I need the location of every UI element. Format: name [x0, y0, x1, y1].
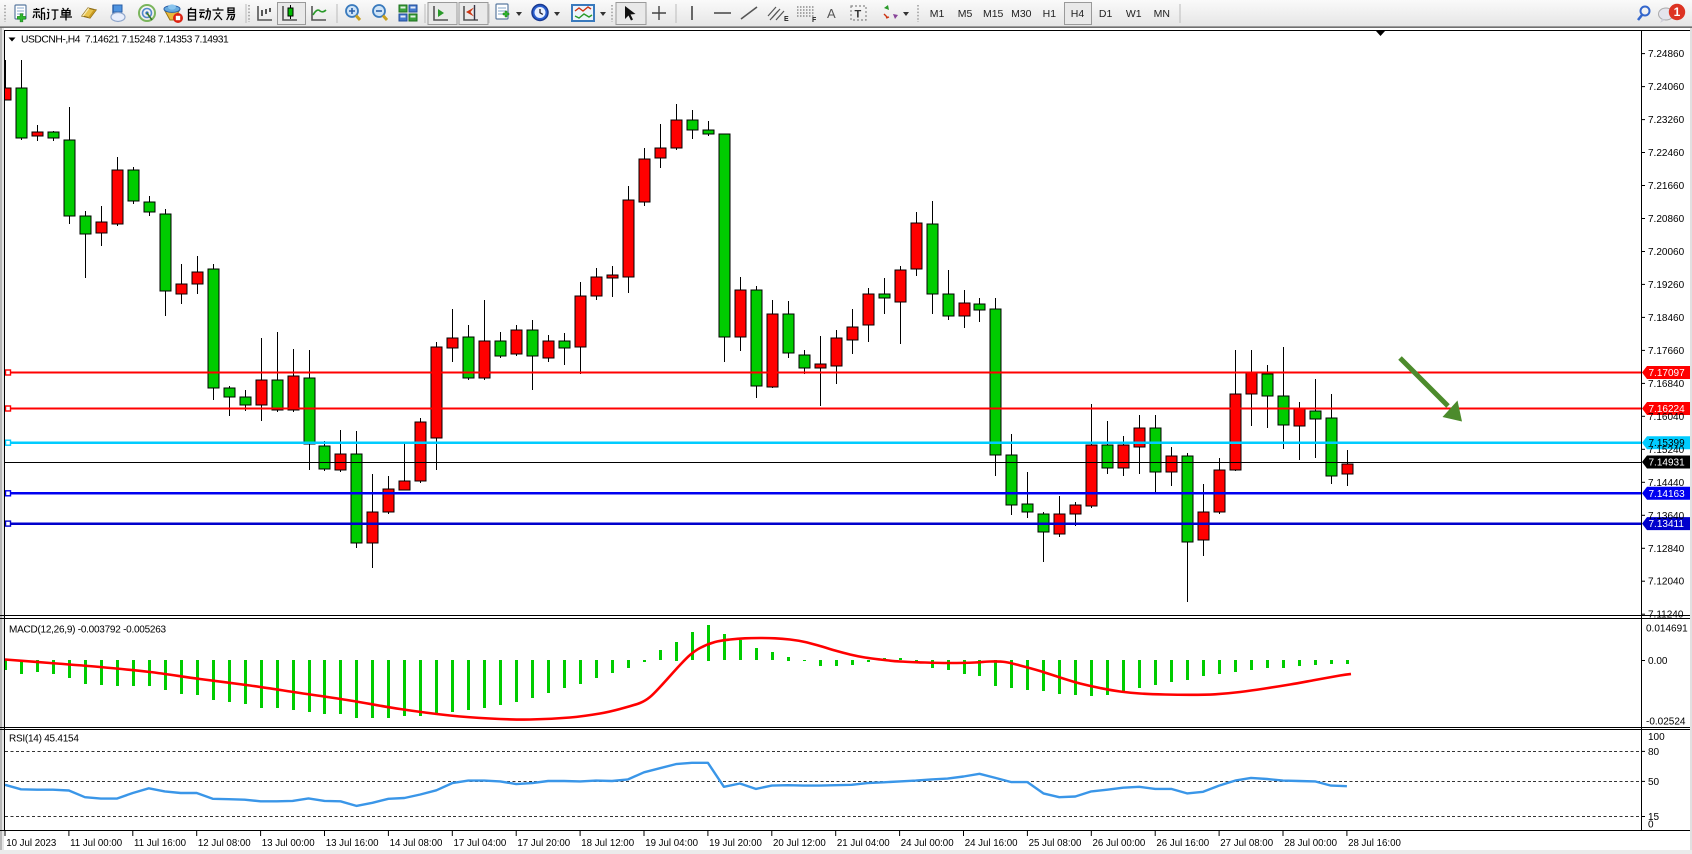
svg-text:7.14163: 7.14163: [1649, 489, 1686, 500]
svg-text:17 Jul 20:00: 17 Jul 20:00: [517, 838, 570, 849]
svg-text:7.23260: 7.23260: [1648, 115, 1685, 126]
svg-text:25 Jul 08:00: 25 Jul 08:00: [1029, 838, 1082, 849]
svg-text:7.13411: 7.13411: [1649, 519, 1685, 530]
svg-text:7.14931: 7.14931: [1649, 458, 1686, 469]
svg-text:E: E: [784, 16, 789, 23]
svg-text:7.17660: 7.17660: [1648, 346, 1685, 357]
svg-text:17 Jul 04:00: 17 Jul 04:00: [454, 838, 507, 849]
svg-text:24 Jul 16:00: 24 Jul 16:00: [965, 838, 1018, 849]
svg-text:7.18460: 7.18460: [1648, 313, 1685, 324]
svg-text:H1: H1: [1043, 8, 1057, 20]
svg-text:20 Jul 12:00: 20 Jul 12:00: [773, 838, 826, 849]
svg-text:M15: M15: [983, 8, 1004, 20]
svg-text:H4: H4: [1071, 8, 1085, 20]
svg-text:10 Jul 2023: 10 Jul 2023: [6, 838, 56, 849]
svg-text:26 Jul 16:00: 26 Jul 16:00: [1156, 838, 1209, 849]
svg-text:50: 50: [1648, 777, 1660, 788]
svg-text:0: 0: [1648, 820, 1654, 831]
svg-text:MACD(12,26,9) -0.003792 -0.005: MACD(12,26,9) -0.003792 -0.005263: [9, 625, 167, 636]
svg-text:M30: M30: [1011, 8, 1032, 20]
svg-text:D1: D1: [1099, 8, 1113, 20]
svg-text:28 Jul 00:00: 28 Jul 00:00: [1284, 838, 1337, 849]
svg-text:7.24860: 7.24860: [1648, 49, 1685, 60]
svg-text:T: T: [855, 9, 862, 21]
svg-text:24 Jul 00:00: 24 Jul 00:00: [901, 838, 954, 849]
svg-text:7.20060: 7.20060: [1648, 247, 1685, 258]
svg-text:26 Jul 00:00: 26 Jul 00:00: [1093, 838, 1146, 849]
svg-text:19 Jul 04:00: 19 Jul 04:00: [645, 838, 698, 849]
svg-text:-0.02524: -0.02524: [1646, 717, 1686, 728]
svg-text:27 Jul 08:00: 27 Jul 08:00: [1220, 838, 1273, 849]
svg-text:21 Jul 04:00: 21 Jul 04:00: [837, 838, 890, 849]
svg-text:18 Jul 12:00: 18 Jul 12:00: [581, 838, 634, 849]
svg-text:W1: W1: [1126, 8, 1142, 20]
svg-text:7.15240: 7.15240: [1648, 445, 1685, 456]
svg-text:13 Jul 00:00: 13 Jul 00:00: [262, 838, 315, 849]
svg-text:0.00: 0.00: [1648, 656, 1668, 667]
svg-text:14 Jul 08:00: 14 Jul 08:00: [390, 838, 443, 849]
svg-text:0.014691: 0.014691: [1646, 624, 1688, 635]
svg-text:13 Jul 16:00: 13 Jul 16:00: [326, 838, 379, 849]
svg-text:7.19260: 7.19260: [1648, 280, 1685, 291]
svg-text:7.22460: 7.22460: [1648, 148, 1685, 159]
svg-text:7.17097: 7.17097: [1649, 368, 1686, 379]
svg-text:7.16224: 7.16224: [1649, 404, 1686, 415]
svg-text:7.15399: 7.15399: [1649, 438, 1686, 449]
svg-text:A: A: [827, 6, 836, 21]
svg-text:7.14440: 7.14440: [1648, 478, 1685, 489]
svg-text:19 Jul 20:00: 19 Jul 20:00: [709, 838, 762, 849]
svg-text:USDCNH-,H4 7.14621 7.15248 7.: USDCNH-,H4 7.14621 7.15248 7.14353 7.149…: [21, 35, 229, 46]
svg-text:100: 100: [1648, 732, 1665, 743]
svg-text:7.12040: 7.12040: [1648, 577, 1685, 588]
svg-text:15: 15: [1648, 812, 1660, 823]
svg-text:7.20860: 7.20860: [1648, 214, 1685, 225]
svg-text:7.24060: 7.24060: [1648, 82, 1685, 93]
svg-text:MN: MN: [1154, 8, 1170, 20]
svg-text:1: 1: [1674, 5, 1681, 19]
svg-text:28 Jul 16:00: 28 Jul 16:00: [1348, 838, 1401, 849]
svg-text:7.16040: 7.16040: [1648, 412, 1685, 423]
svg-text:M1: M1: [930, 8, 945, 20]
svg-text:12 Jul 08:00: 12 Jul 08:00: [198, 838, 251, 849]
svg-text:7.16840: 7.16840: [1648, 379, 1685, 390]
svg-text:7.13640: 7.13640: [1648, 511, 1685, 522]
svg-text:7.11240: 7.11240: [1648, 610, 1684, 621]
svg-text:80: 80: [1648, 747, 1660, 758]
svg-text:7.12840: 7.12840: [1648, 544, 1685, 555]
svg-text:M5: M5: [958, 8, 973, 20]
svg-text:RSI(14) 45.4154: RSI(14) 45.4154: [9, 734, 79, 745]
svg-text:7.21660: 7.21660: [1648, 181, 1685, 192]
svg-text:11 Jul 16:00: 11 Jul 16:00: [134, 838, 187, 849]
svg-text:F: F: [812, 17, 817, 24]
svg-text:11 Jul 00:00: 11 Jul 00:00: [70, 838, 123, 849]
